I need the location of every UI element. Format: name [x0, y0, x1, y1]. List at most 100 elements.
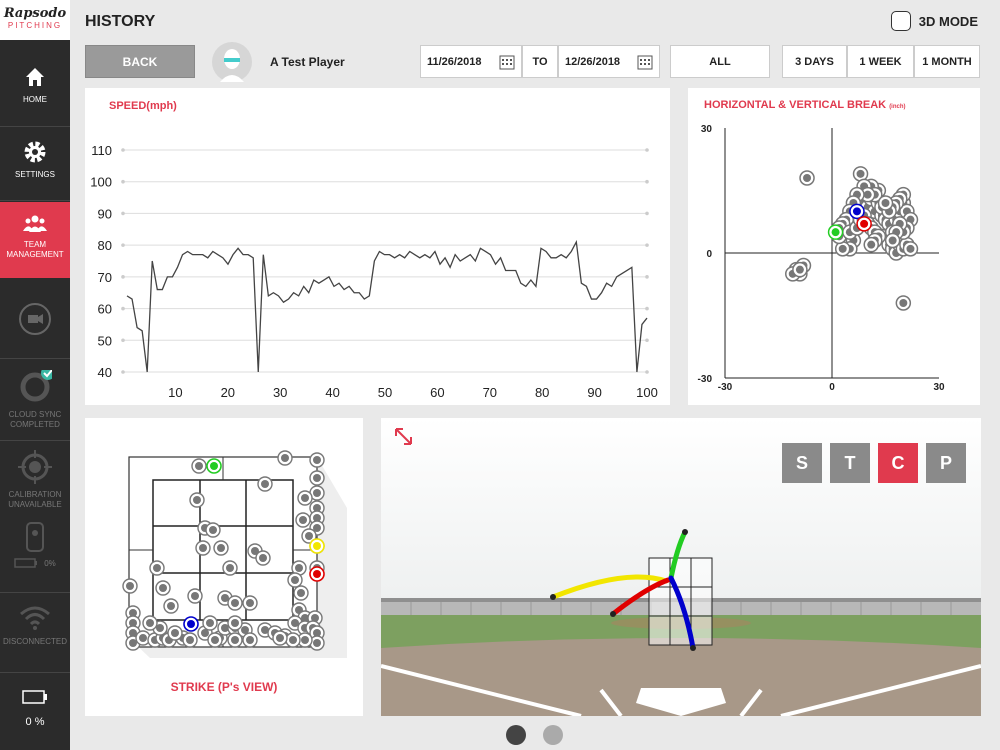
- strike-point: [301, 528, 317, 544]
- pitch-trajectory-yellow: [550, 574, 669, 600]
- date-to-field[interactable]: 12/26/2018: [558, 45, 660, 78]
- x-tick-label: 90: [587, 385, 601, 400]
- strike-point: [202, 615, 218, 631]
- y-tick-label: 100: [90, 175, 112, 190]
- strike-point: [122, 578, 138, 594]
- view-top-button[interactable]: T: [830, 443, 870, 483]
- range-1-month-button[interactable]: 1 MONTH: [914, 45, 980, 78]
- home-icon: [26, 68, 44, 86]
- sidebar-item-label: TEAM MANAGEMENT: [6, 240, 64, 259]
- date-from-field[interactable]: 11/26/2018: [420, 45, 522, 78]
- strike-zone-chart: [122, 450, 347, 658]
- range-1-week-button[interactable]: 1 WEEK: [847, 45, 914, 78]
- strike-point: [295, 512, 311, 528]
- strike-point: [191, 458, 207, 474]
- strike-point: [287, 572, 303, 588]
- break-chart: -30 0 30 -30 0 30: [698, 124, 945, 393]
- back-button[interactable]: BACK: [85, 45, 195, 78]
- speed-panel: SPEED(mph) 40 50 60 70 80 90 100 110 10 20 30 40 50 6…: [85, 88, 670, 405]
- strike-point-highlight: [309, 538, 325, 554]
- pitch-trajectory-blue: [668, 575, 696, 651]
- sidebar-item-label: 0 %: [25, 716, 45, 728]
- view-pitcher-button[interactable]: P: [926, 443, 966, 483]
- x-tick-label: 30: [933, 382, 945, 393]
- strike-point: [272, 630, 288, 646]
- logo-sub: PITCHING: [7, 21, 63, 30]
- grid-dot: [645, 275, 649, 279]
- strike-point: [135, 630, 151, 646]
- strike-point: [155, 580, 171, 596]
- strike-point-highlight: [206, 458, 222, 474]
- grid-dot: [121, 243, 125, 247]
- x-tick-label: 80: [535, 385, 549, 400]
- strike-point: [163, 598, 179, 614]
- pitch-filter-all[interactable]: ALL: [670, 45, 770, 78]
- grid-dot: [645, 338, 649, 343]
- strike-point: [222, 560, 238, 576]
- strike-zone-panel: STRIKE (P's VIEW): [85, 418, 363, 716]
- grid-dot: [645, 306, 649, 311]
- sidebar-item-label: SETTINGS: [14, 170, 55, 179]
- grid-dot: [645, 243, 649, 247]
- view-catcher-button[interactable]: C: [878, 443, 918, 483]
- calendar-icon[interactable]: [499, 54, 515, 70]
- sidebar-item-home[interactable]: HOME: [0, 65, 70, 105]
- speed-series-line: [126, 239, 648, 373]
- x-tick-label: -30: [718, 382, 733, 393]
- strike-point: [142, 615, 158, 631]
- y-tick-label: 0: [706, 249, 712, 260]
- break-point: [902, 241, 919, 257]
- page-title: HISTORY: [85, 13, 156, 30]
- grid-dot: [121, 148, 125, 152]
- break-point: [884, 232, 901, 249]
- strike-point-highlight: [183, 616, 199, 632]
- cloud-sync-status: CLOUD SYNC COMPLETED: [0, 366, 70, 430]
- pitch-trajectory-red: [610, 577, 671, 617]
- team-icon: [23, 215, 47, 232]
- strike-point: [293, 585, 309, 601]
- strike-point: [255, 550, 271, 566]
- x-tick-label: 0: [829, 382, 835, 393]
- expand-icon[interactable]: [395, 428, 412, 445]
- strike-point: [309, 485, 325, 501]
- break-point: [799, 170, 815, 186]
- strike-point: [227, 595, 243, 611]
- strike-chart-title: STRIKE (P's VIEW): [170, 680, 278, 694]
- strike-point: [167, 625, 183, 641]
- 3d-mode-label: 3D MODE: [918, 13, 978, 29]
- player-avatar-icon: [220, 49, 244, 82]
- strike-point: [149, 560, 165, 576]
- strike-point: [195, 540, 211, 556]
- strike-point: [205, 522, 221, 538]
- page-dot-2[interactable]: [543, 725, 563, 745]
- y-tick-label: 90: [98, 206, 112, 221]
- x-tick-label: 20: [221, 385, 235, 400]
- speed-chart-title: SPEED(mph): [109, 100, 177, 112]
- y-tick-label: 60: [98, 302, 112, 317]
- 3d-mode-checkbox[interactable]: [890, 11, 911, 31]
- infield-dirt: [381, 638, 981, 716]
- y-tick-label: 30: [701, 124, 713, 135]
- 3d-mode-toggle[interactable]: 3D MODE: [890, 11, 978, 31]
- x-tick-label: 100: [636, 385, 658, 400]
- view-side-button[interactable]: S: [782, 443, 822, 483]
- strike-point: [207, 632, 223, 648]
- range-3-days-button[interactable]: 3 DAYS: [782, 45, 847, 78]
- strike-point: [309, 635, 325, 651]
- sidebar-item-team-management[interactable]: TEAM MANAGEMENT: [0, 202, 70, 278]
- grid-dot: [121, 306, 125, 311]
- sidebar-item-video[interactable]: [0, 302, 70, 338]
- y-tick-label: -30: [698, 374, 713, 385]
- strike-point: [227, 632, 243, 648]
- grid-dot: [645, 179, 649, 184]
- break-point: [827, 224, 844, 240]
- strike-point: [309, 470, 325, 486]
- break-point: [856, 216, 872, 232]
- strike-point: [187, 588, 203, 604]
- sidebar-item-settings[interactable]: SETTINGS: [0, 140, 70, 180]
- page-dot-1[interactable]: [506, 725, 526, 745]
- strike-point: [277, 450, 293, 466]
- grid-dot: [645, 370, 649, 374]
- grid-dot: [121, 211, 125, 216]
- calendar-icon[interactable]: [637, 54, 653, 70]
